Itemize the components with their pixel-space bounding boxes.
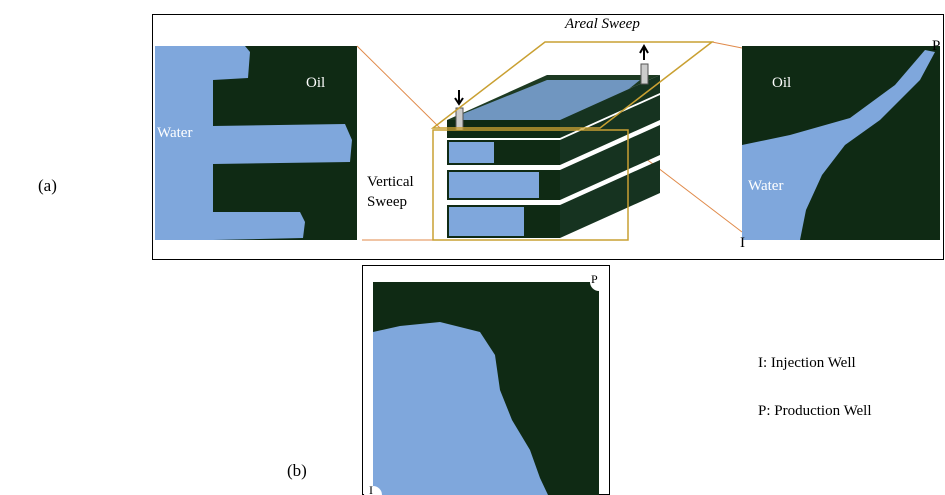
vertical-label-line2: Sweep (367, 194, 407, 210)
production-well-b: P (591, 272, 598, 286)
areal-sweep-title: Areal Sweep (564, 16, 640, 32)
injection-well-b: I (369, 483, 373, 495)
panel-a-label: (a) (38, 176, 57, 195)
legend-production: P: Production Well (758, 403, 872, 419)
water-label: Water (157, 125, 192, 141)
page: {"panel_a": {"label": "(a)", "title": "A… (0, 0, 945, 495)
legend-injection: I: Injection Well (758, 355, 856, 371)
figure: (a) Oil Water Areal Sweep Vertical Sweep (0, 0, 945, 495)
vertical-label-line1: Vertical (367, 174, 414, 190)
oil-label-right: Oil (772, 75, 791, 91)
panel-b-label: (b) (287, 461, 307, 480)
oil-label: Oil (306, 75, 325, 91)
production-well-a: P (932, 38, 940, 54)
injection-well-a: I (740, 235, 745, 251)
water-label-right: Water (748, 178, 783, 194)
